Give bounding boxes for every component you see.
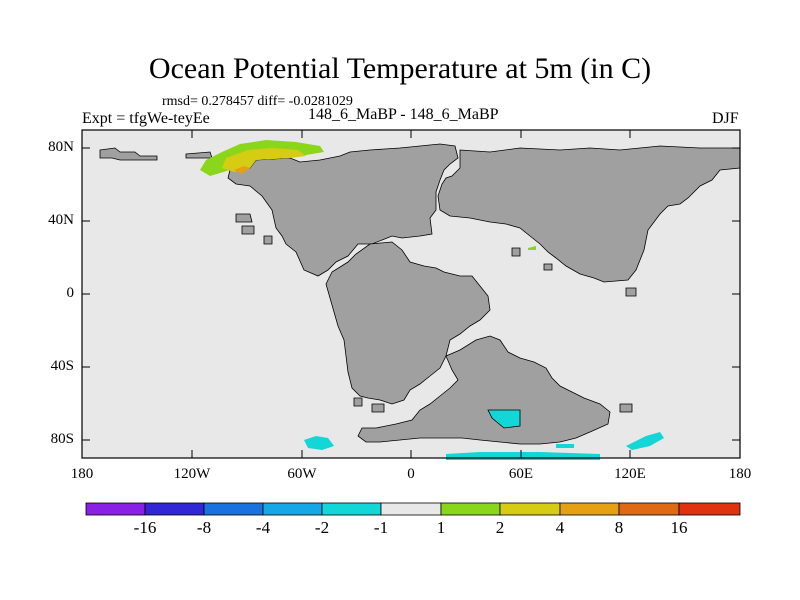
- colorbar-box-8: [499, 502, 561, 516]
- anomaly-mild-warm-e: [528, 246, 536, 250]
- land-north-east: [437, 145, 741, 283]
- colorbar-label-5: -1: [373, 518, 389, 537]
- season-label: DJF: [712, 110, 739, 127]
- lon-label-180e: 180: [728, 466, 752, 482]
- plot-title: Ocean Potential Temperature at 5m (in C): [148, 52, 652, 85]
- colorbar-label-7: 2: [495, 518, 505, 537]
- anomaly-cool-s2: [556, 444, 574, 448]
- lat-label-0: 0: [66, 285, 75, 301]
- land-island-c2: [241, 225, 255, 235]
- colorbar-label-1: -16: [133, 518, 157, 537]
- anomaly-cool-se: [626, 432, 664, 450]
- colorbar-label-4: -2: [314, 518, 330, 537]
- land-north-west: [227, 143, 459, 277]
- lat-label-40s: 40S: [50, 358, 74, 374]
- land-island-s3: [619, 403, 633, 413]
- colorbar-label-8: 4: [555, 518, 565, 537]
- colorbar-box-11: [678, 502, 741, 516]
- lat-label-40n: 40N: [48, 212, 74, 228]
- land-island-e1: [511, 247, 521, 257]
- colorbar-box-1: [85, 502, 146, 516]
- land-south: [325, 241, 491, 405]
- anomaly-cool-sw: [304, 436, 334, 450]
- colorbar: [85, 502, 741, 516]
- colorbar-box-9: [559, 502, 620, 516]
- anomaly-cool-antarctic: [487, 409, 521, 429]
- land-antarctic: [357, 335, 611, 445]
- colorbar-label-3: -4: [255, 518, 271, 537]
- lat-label-80n: 80N: [48, 139, 74, 155]
- lon-label-60w: 60W: [287, 466, 317, 482]
- colorbar-label-2: -8: [196, 518, 212, 537]
- colorbar-label-9: 8: [614, 518, 624, 537]
- land-island-c3: [263, 235, 273, 245]
- colorbar-box-5: [321, 502, 382, 516]
- colorbar-box-3: [203, 502, 264, 516]
- anomaly-strong-warm-nw: [234, 166, 250, 174]
- lon-label-120e: 120E: [614, 466, 646, 482]
- colorbar-box-7: [440, 502, 501, 516]
- stats-subtitle: rmsd= 0.278457 diff= -0.0281029: [162, 94, 353, 109]
- lon-label-180w: 180: [70, 466, 94, 482]
- land-island-e3: [625, 287, 637, 297]
- land-island-e2: [543, 263, 553, 271]
- runs-label: 148_6_MaBP - 148_6_MaBP: [308, 106, 499, 123]
- lon-label-60e: 60E: [508, 466, 534, 482]
- land-island-c1: [235, 213, 253, 223]
- colorbar-box-10: [618, 502, 680, 516]
- colorbar-box-4: [262, 502, 323, 516]
- land-island-s1: [371, 403, 385, 413]
- colorbar-box-2: [144, 502, 205, 516]
- experiment-label: Expt = tfgWe-teyEe: [82, 110, 210, 127]
- colorbar-label-10: 16: [670, 518, 688, 537]
- colorbar-label-6: 1: [436, 518, 446, 537]
- lat-label-80s: 80S: [50, 431, 74, 447]
- lon-label-120w: 120W: [173, 466, 211, 482]
- land-island-s2: [353, 397, 363, 407]
- land-island-nw: [99, 147, 158, 161]
- anomaly-warm-nw: [222, 148, 306, 172]
- axis-ticks: [81, 130, 741, 458]
- land-masses: [99, 143, 741, 445]
- lon-label-0: 0: [407, 466, 415, 482]
- colorbar-box-6: [380, 502, 442, 516]
